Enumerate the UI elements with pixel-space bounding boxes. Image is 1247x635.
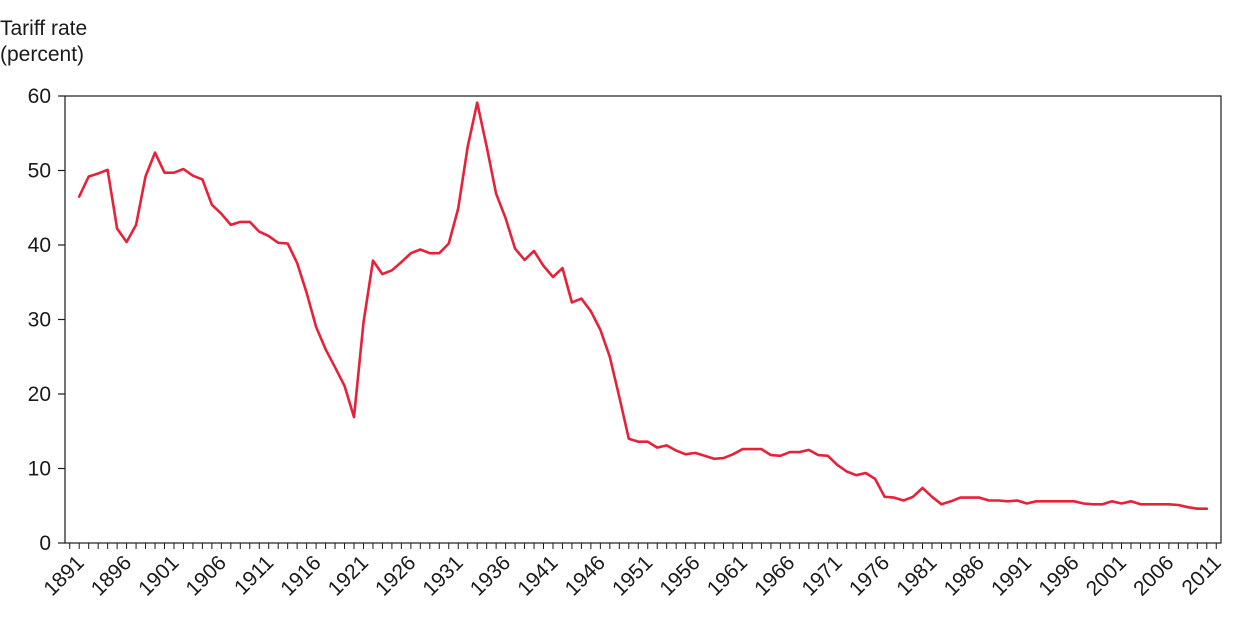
x-tick-label: 1946 — [561, 551, 610, 600]
x-tick-label: 1901 — [134, 551, 183, 600]
y-tick-label: 30 — [28, 309, 51, 332]
y-axis-label-line-2: (percent) — [0, 43, 85, 66]
x-tick-label: 1956 — [655, 551, 704, 600]
x-tick-label: 1976 — [845, 551, 894, 600]
x-tick-label: 1926 — [371, 551, 420, 600]
x-tick-label: 1951 — [608, 551, 657, 600]
x-tick-label: 1991 — [987, 551, 1036, 600]
y-axis-label-line-1: Tariff rate — [0, 17, 88, 40]
x-tick-label: 2011 — [1178, 551, 1226, 599]
tariff-rate-series-line — [77, 101, 1209, 511]
x-tick-label: 1891 — [39, 551, 88, 600]
x-tick-label: 1916 — [276, 551, 325, 600]
plot-frame — [64, 95, 1222, 544]
x-tick-label: 2006 — [1129, 551, 1178, 600]
x-tick-label: 1941 — [513, 551, 562, 600]
x-tick-label: 1936 — [466, 551, 515, 600]
x-tick-label: 1996 — [1034, 551, 1083, 600]
x-tick-label: 1931 — [418, 551, 467, 600]
y-tick-label: 0 — [39, 532, 51, 555]
y-axis-ticks: 0 10 20 30 40 50 60 — [28, 85, 65, 555]
x-tick-label: 1896 — [87, 551, 136, 600]
x-tick-label: 1911 — [230, 551, 278, 599]
x-tick-label: 1906 — [182, 551, 231, 600]
y-tick-label: 20 — [28, 383, 51, 406]
x-tick-label: 1961 — [703, 551, 752, 600]
x-tick-label: 1921 — [324, 551, 373, 600]
x-tick-label: 1986 — [940, 551, 989, 600]
y-tick-label: 60 — [28, 85, 51, 108]
y-axis-label: Tariff rate (percent) — [0, 16, 87, 68]
y-tick-label: 50 — [28, 160, 51, 183]
x-tick-label: 2001 — [1082, 551, 1131, 600]
x-tick-label: 1966 — [750, 551, 799, 600]
x-tick-label: 1971 — [797, 551, 846, 600]
x-tick-label: 1981 — [892, 551, 941, 600]
y-tick-label: 10 — [28, 458, 51, 481]
y-tick-label: 40 — [28, 234, 51, 257]
